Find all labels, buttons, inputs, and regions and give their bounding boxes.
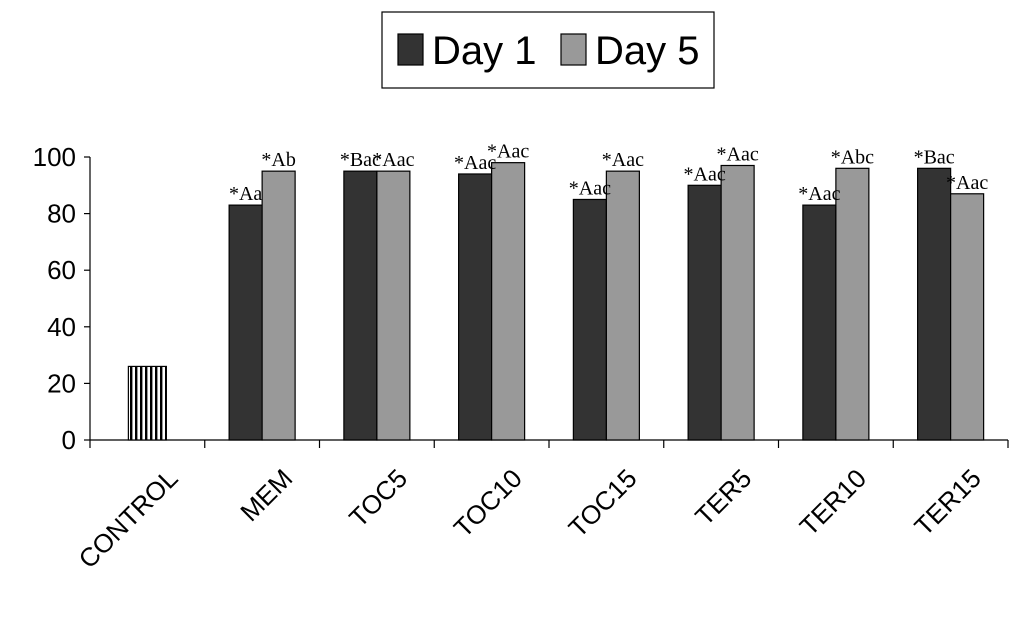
x-category-label: TOC10 — [448, 463, 528, 543]
data-labels: *Aa*Bac *Aac*Aac*Aac*Aac*Bac*Ab *Aac *Aac *A… — [229, 141, 988, 205]
data-label: *Ab — [261, 149, 295, 171]
x-category-label: TOC15 — [562, 463, 642, 543]
legend-swatch-day5 — [560, 33, 587, 66]
y-tick-label: 100 — [33, 142, 76, 172]
data-label: *Aac — [602, 149, 644, 171]
x-category-label: MEM — [234, 463, 298, 527]
data-label: *Aac — [717, 143, 759, 165]
legend-swatch-day1 — [397, 33, 424, 66]
bar-day1-ter10 — [802, 204, 837, 441]
legend-label-day5: Day 5 — [595, 29, 700, 73]
bar-day1-toc15 — [572, 198, 607, 441]
bar-day1-ter5 — [687, 184, 722, 441]
legend: Day 1 Day 5 — [381, 11, 715, 89]
x-category-label: TER5 — [689, 463, 757, 531]
y-tick-label: 40 — [47, 312, 76, 342]
bar-day5-ter5 — [720, 164, 755, 441]
data-label: *Aac — [798, 183, 840, 205]
data-label: *Abc — [831, 146, 874, 168]
x-category-label: TER10 — [794, 463, 872, 541]
data-label: *Aac — [684, 163, 726, 185]
data-label: *Bac — [914, 146, 955, 168]
bar-day1-mem — [228, 204, 263, 441]
bar-day1-ter15 — [917, 167, 952, 441]
y-tick-label: 0 — [62, 425, 76, 455]
bar-day5-ter15 — [950, 193, 985, 441]
bar-day5-toc5 — [376, 170, 411, 441]
x-category-label: TER15 — [908, 463, 986, 541]
bar-day5-mem — [261, 170, 296, 441]
legend-box — [381, 11, 715, 89]
bar-day5-toc10 — [491, 162, 526, 441]
data-label: *Bac — [340, 149, 381, 171]
legend-label-day1: Day 1 — [432, 29, 537, 73]
x-category-label: TOC5 — [343, 463, 413, 533]
data-label: *Aac — [372, 149, 414, 171]
bar-day5-ter10 — [835, 167, 870, 441]
data-label: *Aac — [569, 177, 611, 199]
data-label: *Aa — [229, 183, 262, 205]
bars — [127, 162, 985, 441]
bar-control — [127, 365, 167, 441]
x-category-label: CONTROL — [73, 463, 184, 574]
y-tick-label: 20 — [47, 368, 76, 398]
data-label: *Aac — [487, 141, 529, 163]
y-tick-label: 80 — [47, 199, 76, 229]
data-label: *Aac — [454, 152, 496, 174]
y-tick-label: 60 — [47, 255, 76, 285]
data-label: *Aac — [946, 172, 988, 194]
bar-day5-toc15 — [605, 170, 640, 441]
bar-day1-toc5 — [343, 170, 378, 441]
bar-day1-toc10 — [458, 173, 493, 441]
